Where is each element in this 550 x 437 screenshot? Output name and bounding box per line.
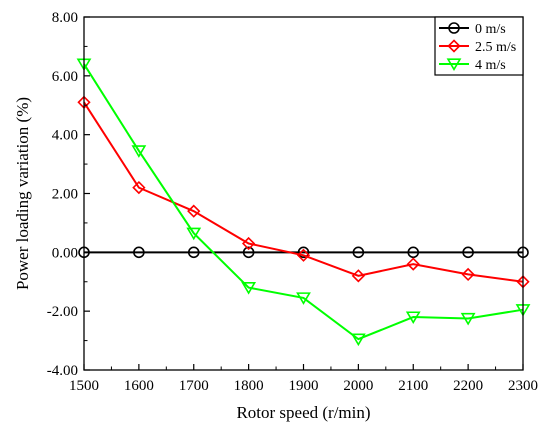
x-tick-label: 1900 — [289, 378, 319, 394]
data-point — [133, 246, 145, 259]
data-point — [296, 248, 311, 262]
y-tick-label: -2.00 — [47, 304, 78, 320]
x-tick-label: 1700 — [179, 378, 209, 394]
data-point — [187, 246, 200, 259]
x-tick-label: 2200 — [453, 378, 483, 394]
y-axis-title: Power loading variation (%) — [13, 97, 32, 290]
data-point — [350, 333, 366, 347]
y-tick-label: -4.00 — [47, 363, 78, 379]
legend-marker — [446, 58, 462, 71]
data-point — [406, 257, 420, 271]
x-tick-label: 2300 — [508, 378, 538, 394]
data-point — [296, 292, 311, 305]
x-tick-label: 1600 — [124, 378, 154, 394]
legend-item: 4 m/s — [439, 58, 506, 73]
x-tick-label: 2100 — [398, 378, 428, 394]
data-point — [461, 267, 475, 282]
data-point — [462, 246, 474, 259]
data-point — [352, 246, 365, 259]
legend-item: 2.5 m/s — [439, 39, 516, 55]
data-point — [405, 311, 421, 325]
legend-marker — [447, 39, 461, 53]
data-point — [241, 282, 257, 295]
legend-label: 2.5 m/s — [475, 40, 516, 55]
data-point — [407, 246, 420, 259]
data-point — [132, 180, 146, 195]
y-tick-label: 6.00 — [52, 69, 78, 85]
x-tick-label: 2000 — [343, 378, 373, 394]
legend-label: 4 m/s — [475, 58, 506, 73]
legend-label: 0 m/s — [475, 22, 506, 37]
series-line — [83, 63, 524, 341]
data-point — [241, 236, 256, 251]
data-point — [351, 269, 366, 283]
data-point — [460, 312, 476, 326]
series-2 — [77, 95, 530, 289]
data-point — [242, 246, 255, 259]
legend-marker — [448, 22, 460, 34]
series-layer — [76, 58, 531, 347]
data-point — [186, 227, 202, 241]
y-tick-label: 0.00 — [52, 245, 78, 261]
data-point — [297, 246, 310, 259]
y-tick-label: 8.00 — [52, 10, 78, 26]
x-axis-title: Rotor speed (r/min) — [236, 403, 370, 422]
ticks-layer: 1500 1600 1700 1800 1900 2000 2100 2200 2300 -4.0… — [47, 10, 538, 394]
legend-item: 0 m/s — [439, 22, 506, 37]
series-3 — [76, 58, 531, 347]
y-tick-label: 2.00 — [52, 187, 78, 203]
data-point — [131, 145, 147, 158]
y-tick-label: 4.00 — [52, 128, 78, 144]
series-line — [83, 101, 524, 283]
x-tick-label: 1500 — [69, 378, 99, 394]
x-tick-label: 1800 — [234, 378, 264, 394]
data-point — [187, 204, 201, 218]
legend: 0 m/s 2.5 m/s 4 m/s — [434, 16, 524, 76]
